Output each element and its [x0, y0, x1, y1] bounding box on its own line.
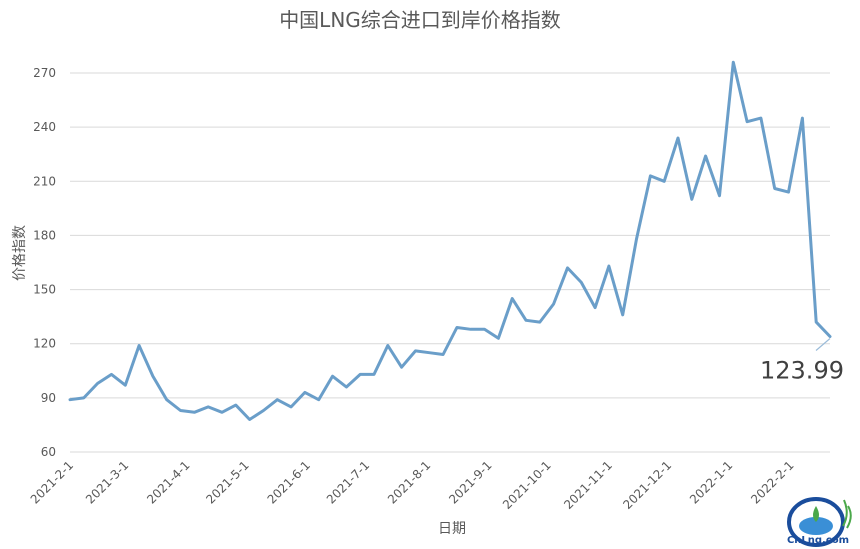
x-tick-label: 2021-3-1: [83, 458, 131, 506]
y-tick-label: 90: [41, 391, 56, 405]
x-tick-label: 2021-2-1: [28, 458, 76, 506]
x-axis-label: 日期: [438, 521, 466, 537]
y-tick-label: 120: [33, 337, 56, 351]
y-tick-label: 180: [33, 228, 56, 242]
y-tick-label: 210: [33, 174, 56, 188]
y-tick-label: 240: [33, 120, 56, 134]
x-tick-label: 2022-2-1: [748, 458, 796, 506]
y-axis-ticks: 60 90 120 150 180 210 240 270: [33, 66, 56, 459]
gridlines: [70, 72, 830, 453]
annotation-leader: [815, 338, 831, 351]
logo-text: CnLng.com: [787, 535, 849, 546]
cnlng-logo: CnLng.com: [787, 497, 852, 547]
x-tick-label: 2021-5-1: [203, 458, 251, 506]
chart-title: 中国LNG综合进口到岸价格指数: [279, 8, 561, 32]
y-tick-label: 60: [41, 445, 56, 459]
x-tick-label: 2021-8-1: [385, 458, 433, 506]
logo-water: [799, 517, 833, 535]
logo-ring: [787, 497, 845, 547]
logo-leaf-icon: [842, 499, 852, 529]
y-axis-label: 价格指数: [12, 225, 28, 281]
x-tick-label: 2021-11-1: [561, 458, 615, 512]
x-tick-label: 2021-10-1: [500, 458, 554, 512]
y-tick-label: 270: [33, 66, 56, 80]
x-tick-label: 2022-1-1: [687, 458, 735, 506]
series-line: [68, 60, 832, 421]
x-tick-label: 2021-4-1: [144, 458, 192, 506]
x-tick-label: 2021-12-1: [620, 458, 674, 512]
x-tick-label: 2021-6-1: [265, 458, 313, 506]
x-tick-label: 2021-7-1: [324, 458, 372, 506]
logo-drop-icon: [813, 506, 819, 522]
annotation-label: 123.99: [760, 356, 844, 384]
x-tick-label: 2021-9-1: [446, 458, 494, 506]
y-tick-label: 150: [33, 283, 56, 297]
x-axis-ticks: 2021-2-1 2021-3-1 2021-4-1 2021-5-1 2021-6-1…: [28, 458, 797, 512]
